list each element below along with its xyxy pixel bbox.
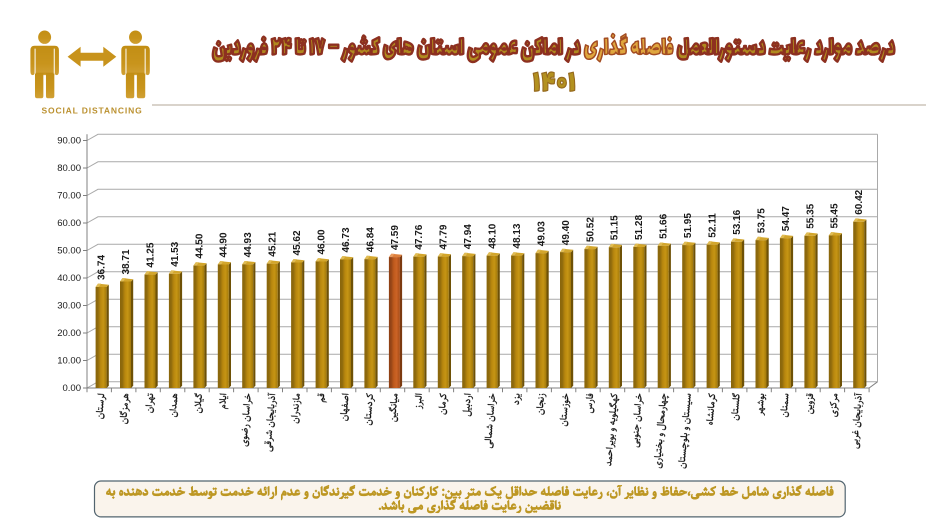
svg-text:49.40: 49.40 [561, 220, 572, 245]
svg-text:60.00: 60.00 [57, 218, 81, 229]
svg-text:41.53: 41.53 [170, 241, 181, 266]
svg-text:53.16: 53.16 [732, 209, 743, 234]
svg-text:38.71: 38.71 [121, 249, 132, 274]
svg-text:47.79: 47.79 [439, 224, 450, 249]
svg-text:55.45: 55.45 [830, 203, 841, 228]
svg-text:51.28: 51.28 [634, 215, 645, 240]
svg-text:41.25: 41.25 [145, 242, 156, 267]
svg-text:54.47: 54.47 [781, 206, 792, 231]
svg-text:45.62: 45.62 [292, 230, 303, 255]
svg-text:51.66: 51.66 [659, 213, 670, 238]
svg-text:46.84: 46.84 [365, 227, 376, 252]
svg-text:44.93: 44.93 [243, 232, 254, 257]
svg-text:44.90: 44.90 [219, 232, 230, 257]
svg-text:47.76: 47.76 [414, 224, 425, 249]
svg-text:52.11: 52.11 [708, 213, 719, 238]
svg-text:90.00: 90.00 [57, 136, 81, 147]
svg-text:80.00: 80.00 [57, 163, 81, 174]
svg-text:50.00: 50.00 [57, 246, 81, 257]
svg-text:40.00: 40.00 [57, 273, 81, 284]
svg-text:51.95: 51.95 [683, 213, 694, 238]
svg-text:20.00: 20.00 [57, 328, 81, 339]
svg-text:46.00: 46.00 [317, 229, 328, 254]
svg-text:SOCIAL DISTANCING: SOCIAL DISTANCING [42, 106, 143, 116]
svg-text:53.75: 53.75 [756, 208, 767, 233]
svg-text:10.00: 10.00 [57, 356, 81, 367]
svg-text:47.94: 47.94 [463, 224, 474, 249]
svg-text:30.00: 30.00 [57, 301, 81, 312]
svg-text:48.10: 48.10 [488, 223, 499, 248]
svg-text:45.21: 45.21 [268, 231, 279, 256]
svg-text:60.42: 60.42 [854, 189, 865, 214]
svg-text:55.35: 55.35 [805, 203, 816, 228]
svg-text:50.52: 50.52 [585, 217, 596, 242]
svg-text:0.00: 0.00 [63, 383, 82, 394]
svg-text:44.50: 44.50 [194, 233, 205, 258]
svg-text:46.73: 46.73 [341, 227, 352, 252]
svg-text:49.03: 49.03 [536, 221, 547, 246]
svg-text:48.13: 48.13 [512, 223, 523, 248]
svg-text:36.74: 36.74 [97, 255, 108, 280]
svg-text:70.00: 70.00 [57, 191, 81, 202]
svg-text:47.59: 47.59 [390, 225, 401, 250]
svg-text:51.15: 51.15 [610, 215, 621, 240]
